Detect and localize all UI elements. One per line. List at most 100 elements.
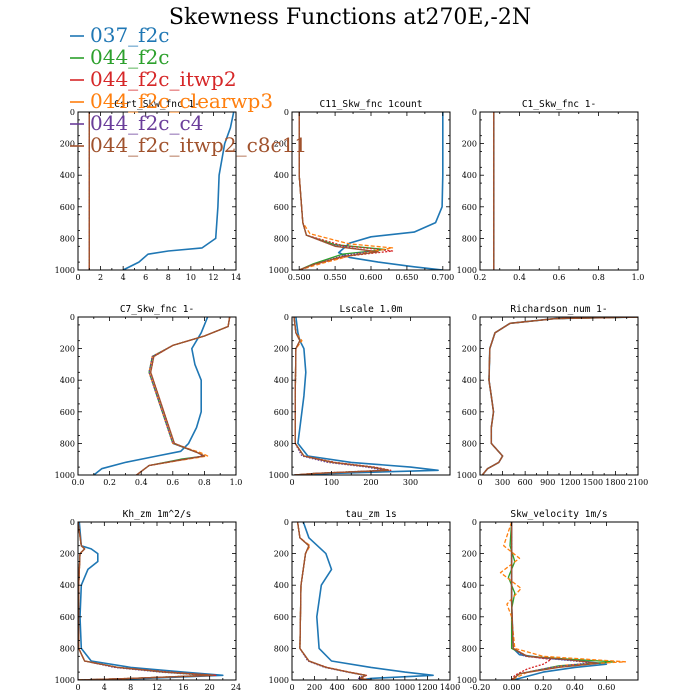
x-tick-label: 0.20 [534, 683, 552, 692]
y-tick-label: 1000 [55, 676, 75, 685]
x-tick-label: 100 [324, 478, 339, 487]
y-tick-label: 600 [274, 203, 289, 212]
x-tick-label: 0.60 [597, 683, 615, 692]
y-tick-label: 400 [462, 171, 477, 180]
x-tick-label: 0.4 [513, 273, 526, 282]
series-line-044_f2c_c4 [78, 522, 208, 680]
y-tick-label: 1000 [269, 266, 289, 275]
panel-title: Kh_zm 1m^2/s [123, 509, 192, 520]
y-tick-label: 0 [70, 518, 75, 527]
y-tick-label: 1000 [269, 676, 289, 685]
x-tick-label: 1500 [583, 478, 603, 487]
panel-frame [291, 521, 451, 681]
series-line-037_f2c [295, 317, 439, 475]
series-line-044_f2c [481, 317, 638, 475]
panel-2: C11_Skw_fnc 1count 0 200 400 600 800 10000.500… [269, 99, 455, 282]
panel-series [88, 112, 235, 270]
legend-label: 044_f2c [90, 45, 170, 69]
y-tick-label: 800 [60, 234, 75, 243]
y-tick-label: 0 [70, 313, 75, 322]
y-tick-label: 800 [60, 644, 75, 653]
legend-item: 037_f2c [70, 23, 170, 47]
x-tick-label: 12 [152, 683, 162, 692]
legend: 037_f2c044_f2c044_f2c_itwp2044_f2c_clear… [70, 23, 307, 157]
x-tick-label: 0.6 [553, 273, 566, 282]
x-tick-label: 24 [231, 683, 241, 692]
x-tick-label: 8 [166, 273, 171, 282]
y-tick-label: 400 [274, 171, 289, 180]
y-tick-label: 600 [60, 203, 75, 212]
y-tick-label: 200 [60, 140, 75, 149]
panel-series [296, 522, 434, 680]
legend-label: 037_f2c [90, 23, 170, 47]
x-tick-label: 0.00 [503, 683, 521, 692]
series-line-044_f2c [78, 522, 211, 680]
x-tick-label: -0.20 [470, 683, 491, 692]
panel-title: Skw_velocity 1m/s [510, 509, 607, 520]
y-tick-label: 0 [472, 108, 477, 117]
x-tick-label: 0.500 [288, 273, 311, 282]
x-tick-label: 800 [375, 683, 390, 692]
y-tick-label: 600 [462, 203, 477, 212]
y-tick-label: 200 [274, 140, 289, 149]
x-tick-label: 8 [128, 683, 133, 692]
x-tick-label: 0.700 [431, 273, 454, 282]
x-tick-label: 1000 [395, 683, 415, 692]
x-tick-label: 6 [143, 273, 148, 282]
series-line-044_f2c_itwp2 [298, 112, 394, 270]
panel-title: C7_Skw_fnc 1- [120, 304, 194, 315]
y-tick-label: 400 [60, 581, 75, 590]
x-tick-label: 0.6 [166, 478, 179, 487]
series-line-044_f2c_itwp2_c8c11 [296, 522, 370, 680]
x-tick-label: 16 [178, 683, 188, 692]
series-line-044_f2c_clearwp3 [293, 317, 388, 475]
y-tick-label: 800 [274, 234, 289, 243]
series-line-044_f2c_itwp2 [78, 522, 217, 680]
y-tick-label: 600 [462, 613, 477, 622]
legend-label: 044_f2c_c4 [90, 111, 203, 135]
x-tick-label: 1200 [560, 478, 580, 487]
panel-frame [479, 316, 639, 476]
y-tick-label: 400 [274, 581, 289, 590]
x-tick-label: 2 [98, 273, 103, 282]
legend-item: 044_f2c_itwp2_c8c11 [70, 133, 307, 157]
y-tick-label: 1000 [457, 471, 477, 480]
series-line-044_f2c [136, 317, 231, 475]
y-tick-label: 200 [274, 345, 289, 354]
panel-series [293, 317, 439, 475]
panel-title: C1_Skw_fnc 1- [522, 99, 596, 110]
y-tick-label: 200 [60, 345, 75, 354]
y-tick-label: 800 [462, 439, 477, 448]
panel-series [499, 522, 627, 680]
series-line-044_f2c_itwp2 [481, 317, 638, 475]
legend-item: 044_f2c_itwp2 [70, 67, 237, 91]
y-tick-label: 1000 [457, 266, 477, 275]
panel-9: Skw_velocity 1m/s 0 200 400 600 800 1000-0.20 0… [457, 509, 639, 692]
x-tick-label: 200 [307, 683, 322, 692]
panel-title: Lscale 1.0m [340, 304, 403, 315]
x-tick-label: 2100 [628, 478, 648, 487]
y-tick-label: 1000 [457, 676, 477, 685]
y-tick-label: 600 [274, 613, 289, 622]
y-tick-label: 1000 [269, 471, 289, 480]
panel-frame [77, 521, 237, 681]
series-line-044_f2c_c4 [136, 317, 231, 475]
x-tick-label: 1800 [605, 478, 625, 487]
series-line-037_f2c [122, 112, 235, 270]
y-tick-label: 600 [60, 408, 75, 417]
series-line-037_f2c [78, 522, 224, 680]
y-tick-label: 600 [274, 408, 289, 417]
y-tick-label: 0 [284, 313, 289, 322]
y-tick-label: 0 [472, 313, 477, 322]
series-line-044_f2c_itwp2_c8c11 [293, 317, 390, 475]
panel-title: Csrt_Skw_fnc 1- [114, 99, 200, 110]
series-line-044_f2c_itwp2 [136, 317, 231, 475]
x-tick-label: 0.2 [103, 478, 116, 487]
series-line-044_f2c_clearwp3 [499, 522, 627, 680]
y-tick-label: 0 [284, 518, 289, 527]
series-line-044_f2c_itwp2_c8c11 [510, 522, 600, 680]
